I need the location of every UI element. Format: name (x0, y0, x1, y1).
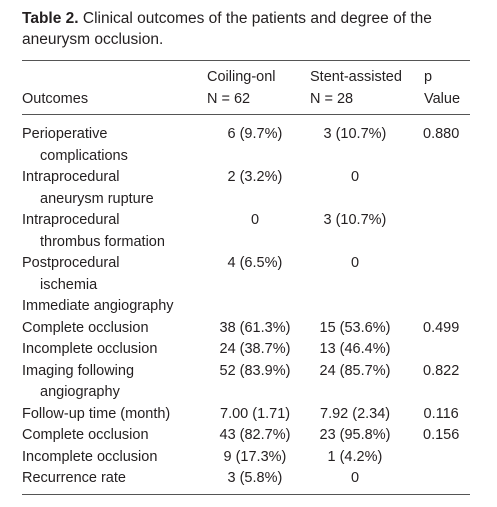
header-cell: Stent-assisted (310, 69, 402, 85)
cell: 4 (6.5%) (227, 255, 283, 271)
cell: 1 (4.2%) (327, 448, 383, 465)
row-label: thrombus formation (40, 233, 165, 250)
cell: 23 (95.8%) (319, 427, 391, 443)
cell: 43 (82.7%) (219, 427, 291, 443)
cell: 3 (10.7%) (323, 212, 387, 228)
header-cell: N = 62 (207, 91, 251, 107)
cell: 0.880 (423, 126, 460, 142)
row-label: Incomplete occlusion (22, 341, 158, 357)
row-label: Complete occlusion (22, 319, 149, 336)
cell: 0.499 (423, 319, 460, 336)
header-cell: Outcomes (22, 91, 89, 107)
cell: 7.92 (2.34) (320, 405, 391, 422)
cell: 3 (5.8%) (227, 470, 283, 486)
cell: 24 (38.7%) (219, 341, 291, 357)
row-label: Imaging following (22, 362, 135, 379)
caption-label: Table 2. (22, 10, 79, 27)
row-label: Intraprocedural (22, 212, 120, 228)
cell: 2 (3.2%) (227, 169, 283, 185)
cell: 6 (9.7%) (227, 126, 283, 142)
header-cell: Value (424, 91, 461, 107)
cell: 52 (83.9%) (219, 362, 291, 379)
caption: Table 2. Clinical outcomes of the patien… (22, 8, 472, 50)
cell: 0 (351, 470, 360, 486)
row-label: complications (40, 147, 128, 164)
rule (22, 494, 470, 495)
cell: 0 (251, 212, 260, 228)
cell: 15 (53.6%) (319, 319, 391, 336)
row-label: Intraprocedural (22, 169, 120, 185)
header-cell: N = 28 (310, 91, 354, 107)
row-label: Perioperative (22, 126, 108, 142)
cell: 38 (61.3%) (219, 319, 291, 336)
row-label: aneurysm rupture (40, 190, 154, 207)
rule (22, 114, 470, 115)
row-label: Incomplete occlusion (22, 448, 158, 465)
row-label: Recurrence rate (22, 470, 126, 486)
row-label: ischemia (40, 276, 98, 293)
cell: 0.822 (423, 362, 460, 379)
header-cell: Coiling-onl (207, 69, 276, 85)
row-label: Postprocedural (22, 255, 120, 271)
cell: 0.156 (423, 427, 460, 443)
row-label: Follow-up time (month) (22, 405, 171, 422)
cell: 0 (351, 255, 360, 271)
cell: 3 (10.7%) (323, 126, 387, 142)
rule (22, 60, 470, 61)
cell: 24 (85.7%) (319, 362, 391, 379)
cell: 13 (46.4%) (319, 341, 391, 357)
cell: 0.116 (423, 405, 459, 422)
cell: 0 (351, 169, 360, 185)
cell: 9 (17.3%) (223, 448, 287, 465)
cell: 7.00 (1.71) (220, 405, 291, 422)
row-label: Complete occlusion (22, 427, 149, 443)
row-label: Immediate angiography (22, 298, 174, 314)
row-label: angiography (40, 384, 120, 400)
header-cell: p (424, 69, 433, 85)
caption-text: Clinical outcomes of the patients and de… (22, 10, 432, 48)
